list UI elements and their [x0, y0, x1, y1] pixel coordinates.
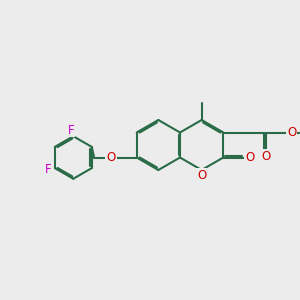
Text: F: F	[45, 163, 51, 176]
Text: O: O	[287, 126, 296, 139]
Text: F: F	[68, 124, 74, 136]
Text: O: O	[245, 151, 255, 164]
Text: O: O	[197, 169, 206, 182]
Text: O: O	[261, 150, 270, 163]
Text: O: O	[106, 151, 116, 164]
